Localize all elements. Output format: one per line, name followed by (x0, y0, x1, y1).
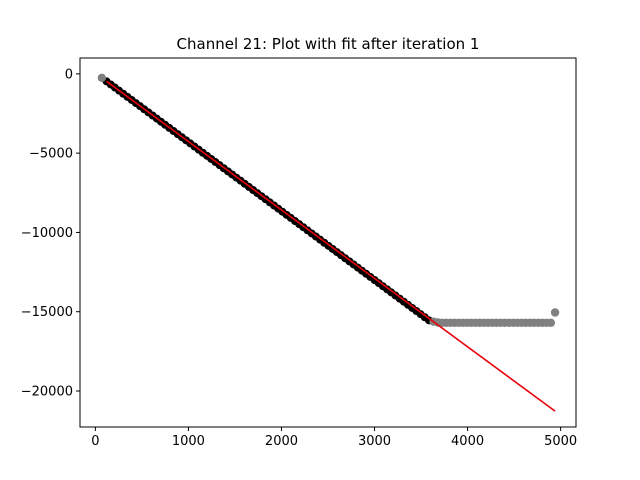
y-tick-label: −15000 (21, 305, 73, 320)
y-tick-label: −20000 (21, 385, 73, 400)
data-point-excluded (97, 73, 107, 83)
chart-title: Channel 21: Plot with fit after iteratio… (177, 35, 480, 53)
y-tick-label: 0 (65, 67, 73, 82)
data-point-excluded (546, 318, 556, 328)
x-tick-label: 1000 (172, 434, 205, 449)
y-tick-label: −5000 (29, 147, 73, 162)
x-tick-label: 0 (91, 434, 99, 449)
x-tick-label: 4000 (451, 434, 484, 449)
fit-line (106, 80, 556, 412)
data-point-excluded (550, 308, 560, 317)
x-tick-label: 5000 (544, 434, 577, 449)
axes: 0 1000 2000 3000 4000 5000 0 −5000 −10000 −15000 −… (21, 57, 577, 449)
x-tick-label: 2000 (265, 434, 298, 449)
y-tick-label: −10000 (21, 226, 73, 241)
plot-area (97, 73, 560, 412)
x-tick-label: 3000 (358, 434, 391, 449)
plot-frame (79, 57, 577, 428)
